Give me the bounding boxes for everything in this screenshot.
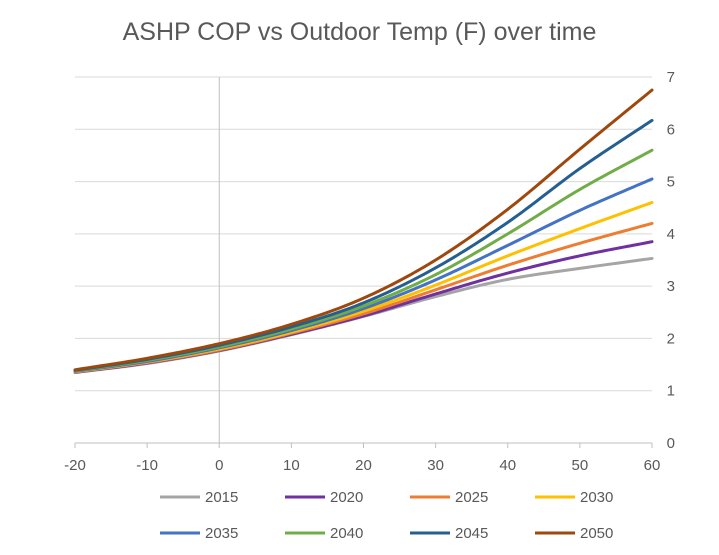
y-tick-label-6: 6: [667, 121, 675, 138]
x-tick-label--10: -10: [136, 457, 158, 474]
y-tick-label-3: 3: [667, 278, 675, 295]
y-tick-label-1: 1: [667, 383, 675, 400]
x-tick-label-0: 0: [215, 457, 223, 474]
legend-label-2015: 2015: [205, 489, 238, 506]
y-tick-label-0: 0: [667, 435, 675, 452]
series-line-2045: [73, 118, 654, 372]
y-tick-label-4: 4: [667, 226, 675, 243]
legend-label-2020: 2020: [330, 489, 363, 506]
x-tick-label-30: 30: [427, 457, 444, 474]
x-tick-label-60: 60: [644, 457, 661, 474]
series-lines: [73, 88, 654, 374]
legend-label-2025: 2025: [455, 489, 488, 506]
legend-label-2045: 2045: [455, 525, 488, 542]
y-tick-label-7: 7: [667, 69, 675, 86]
legend: 2015 2020 2025 2030 2035 2040 2045 2050: [160, 489, 613, 542]
legend-label-2050: 2050: [580, 525, 613, 542]
series-line-2050: [73, 88, 654, 372]
x-tick-label-50: 50: [572, 457, 589, 474]
x-tick-label--20: -20: [64, 457, 86, 474]
legend-label-2035: 2035: [205, 525, 238, 542]
legend-label-2030: 2030: [580, 489, 613, 506]
legend-label-2040: 2040: [330, 525, 363, 542]
y-tick-label-5: 5: [667, 174, 675, 191]
chart-title: ASHP COP vs Outdoor Temp (F) over time: [122, 18, 597, 46]
series-line-2030: [73, 200, 654, 374]
x-tick-label-10: 10: [283, 457, 300, 474]
x-tick-label-40: 40: [499, 457, 516, 474]
axes: 0 1 2 3 4 5 6 7 -20 -10 0 10 20 30 40 50 60: [64, 69, 675, 474]
y-tick-label-2: 2: [667, 330, 675, 347]
x-tick-label-20: 20: [355, 457, 372, 474]
series-line-2035: [73, 177, 654, 373]
grid: [75, 76, 652, 392]
